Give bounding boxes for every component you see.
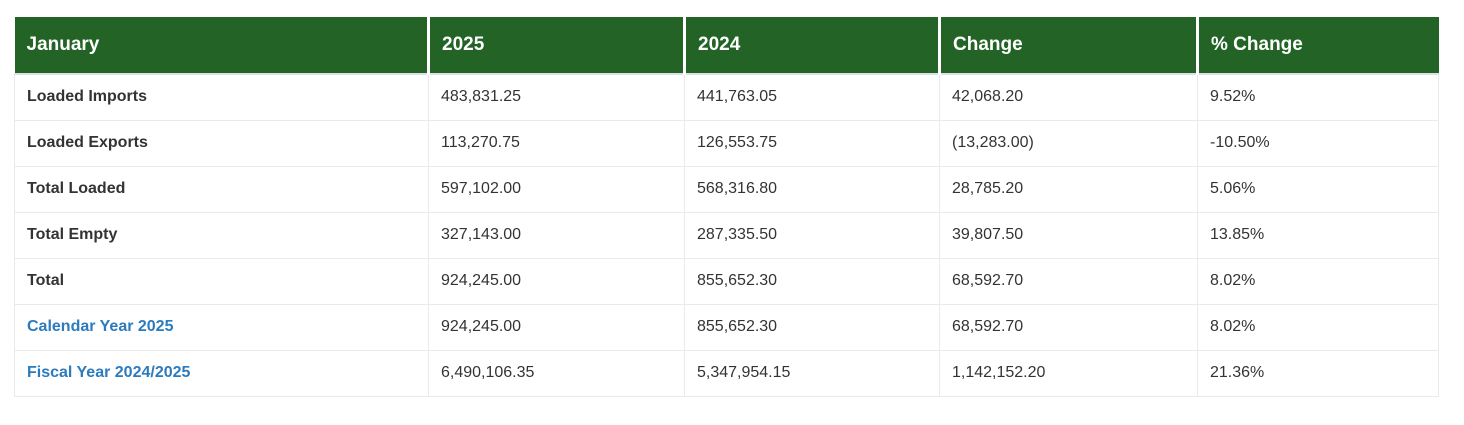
cell-pct-change: -10.50% <box>1197 119 1439 167</box>
table-row-calendar-year-2025: Calendar Year 2025 924,245.00 855,652.30… <box>14 303 1439 351</box>
cell-2024: 287,335.50 <box>684 211 940 259</box>
cell-2024: 5,347,954.15 <box>684 349 940 397</box>
cell-2025: 924,245.00 <box>428 257 685 305</box>
table-row-loaded-exports: Loaded Exports 113,270.75 126,553.75 (13… <box>14 119 1439 167</box>
cell-change: 39,807.50 <box>939 211 1198 259</box>
cell-2024: 441,763.05 <box>684 73 940 121</box>
table-row-fiscal-year-2024-2025: Fiscal Year 2024/2025 6,490,106.35 5,347… <box>14 349 1439 397</box>
cell-pct-change: 8.02% <box>1197 303 1439 351</box>
row-label-total-loaded: Total Loaded <box>14 165 429 213</box>
column-header-pct-change: % Change <box>1197 17 1439 75</box>
cell-2025: 113,270.75 <box>428 119 685 167</box>
cell-change: 68,592.70 <box>939 303 1198 351</box>
cell-change: 28,785.20 <box>939 165 1198 213</box>
table-header: January 2025 2024 Change % Change <box>14 17 1439 75</box>
cell-2025: 6,490,106.35 <box>428 349 685 397</box>
cell-2025: 483,831.25 <box>428 73 685 121</box>
row-label-loaded-exports: Loaded Exports <box>14 119 429 167</box>
cell-pct-change: 5.06% <box>1197 165 1439 213</box>
column-header-change: Change <box>939 17 1199 75</box>
fiscal-year-2024-2025-link[interactable]: Fiscal Year 2024/2025 <box>27 364 191 381</box>
cell-2025: 924,245.00 <box>428 303 685 351</box>
column-header-2025: 2025 <box>428 17 686 75</box>
row-label-fiscal-year: Fiscal Year 2024/2025 <box>14 349 429 397</box>
cell-change: 68,592.70 <box>939 257 1198 305</box>
table-row-total-empty: Total Empty 327,143.00 287,335.50 39,807… <box>14 211 1439 259</box>
table-row-total: Total 924,245.00 855,652.30 68,592.70 8.… <box>14 257 1439 305</box>
row-label-loaded-imports: Loaded Imports <box>14 73 429 121</box>
cell-2024: 855,652.30 <box>684 303 940 351</box>
cell-2024: 855,652.30 <box>684 257 940 305</box>
cell-change: (13,283.00) <box>939 119 1198 167</box>
cell-2024: 568,316.80 <box>684 165 940 213</box>
monthly-teu-statistics-section: January 2025 2024 Change % Change Loaded… <box>14 17 1439 397</box>
calendar-year-2025-link[interactable]: Calendar Year 2025 <box>27 318 174 335</box>
cell-pct-change: 9.52% <box>1197 73 1439 121</box>
cell-change: 42,068.20 <box>939 73 1198 121</box>
column-header-month: January <box>14 17 430 75</box>
table-row-loaded-imports: Loaded Imports 483,831.25 441,763.05 42,… <box>14 73 1439 121</box>
cell-2024: 126,553.75 <box>684 119 940 167</box>
cell-2025: 597,102.00 <box>428 165 685 213</box>
cell-pct-change: 8.02% <box>1197 257 1439 305</box>
row-label-total-empty: Total Empty <box>14 211 429 259</box>
cell-change: 1,142,152.20 <box>939 349 1198 397</box>
row-label-total: Total <box>14 257 429 305</box>
cell-2025: 327,143.00 <box>428 211 685 259</box>
table-row-total-loaded: Total Loaded 597,102.00 568,316.80 28,78… <box>14 165 1439 213</box>
cell-pct-change: 13.85% <box>1197 211 1439 259</box>
table-body: Loaded Imports 483,831.25 441,763.05 42,… <box>14 73 1439 397</box>
january-statistics-table: January 2025 2024 Change % Change Loaded… <box>14 17 1439 397</box>
column-header-2024: 2024 <box>684 17 941 75</box>
cell-pct-change: 21.36% <box>1197 349 1439 397</box>
row-label-calendar-year: Calendar Year 2025 <box>14 303 429 351</box>
header-row: January 2025 2024 Change % Change <box>14 17 1439 75</box>
